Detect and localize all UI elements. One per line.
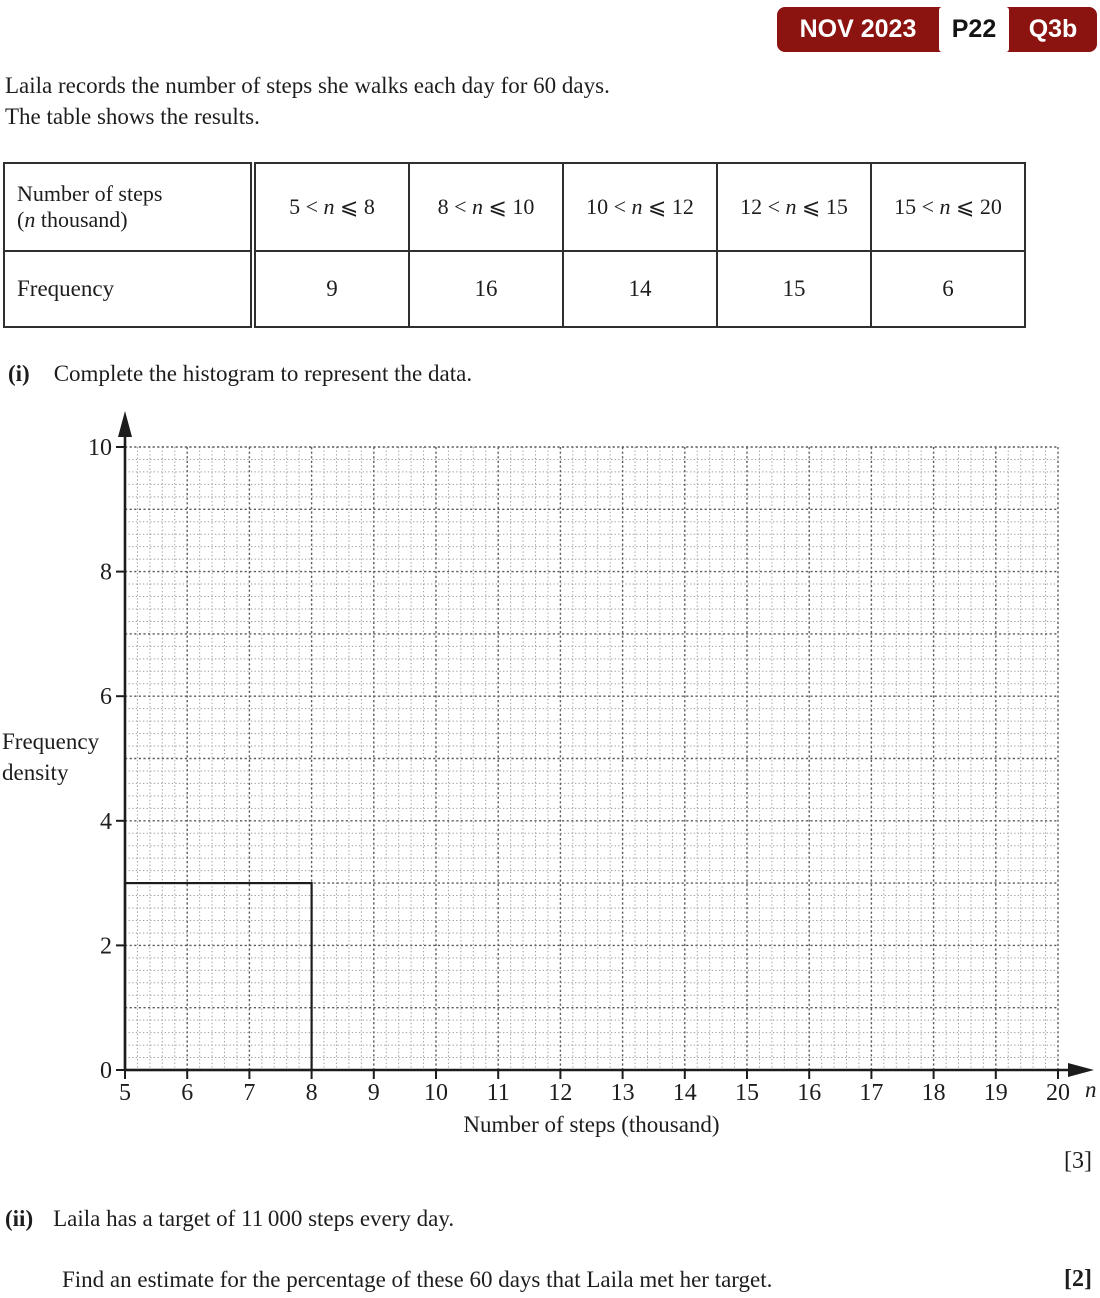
steps-header-cell: Number of steps (n thousand) [3, 162, 256, 252]
paper-label: P22 [939, 7, 1009, 52]
class-interval-cell-4: 12 < n ⩽ 15 [716, 162, 872, 252]
y-axis-title-line2: density [2, 760, 69, 785]
y-tick-label: 6 [100, 684, 112, 710]
part-ii-marks: [2] [1064, 1266, 1092, 1292]
table-header-row: Number of steps (n thousand) 5 < n ⩽ 8 8… [3, 162, 1026, 252]
x-tick-label: 17 [859, 1080, 883, 1106]
question-reference-badge: NOV 2023 P22 Q3b [777, 7, 1097, 52]
x-axis-arrow-icon [1068, 1063, 1094, 1077]
frequency-value-5: 6 [870, 250, 1026, 328]
x-tick-label: 11 [487, 1080, 510, 1106]
x-axis-variable-letter: n [1085, 1077, 1097, 1102]
x-tick-label: 15 [735, 1080, 759, 1106]
question-number-label: Q3b [1028, 15, 1078, 43]
part-i-text: Complete the histogram to represent the … [53, 361, 473, 386]
x-tick-label: 7 [243, 1080, 255, 1106]
x-tick-label: 12 [548, 1080, 572, 1106]
axes [116, 411, 1094, 1079]
x-tick-label: 16 [797, 1080, 821, 1106]
x-tick-label: 19 [984, 1080, 1008, 1106]
steps-header-line2: (n thousand) [17, 207, 128, 232]
class-interval-cell-1: 5 < n ⩽ 8 [252, 162, 410, 252]
intro-line-1: Laila records the number of steps she wa… [5, 73, 610, 98]
frequency-value-2: 16 [408, 250, 564, 328]
y-axis-arrow-icon [118, 411, 132, 437]
frequency-label-cell: Frequency [3, 250, 256, 328]
class-interval-cell-3: 10 < n ⩽ 12 [562, 162, 718, 252]
y-tick-label: 0 [100, 1058, 112, 1084]
part-i-marks: [3] [1064, 1148, 1092, 1174]
table-frequency-row: Frequency 9 16 14 15 6 [3, 250, 1026, 328]
y-tick-label: 4 [100, 809, 112, 835]
frequency-table: Number of steps (n thousand) 5 < n ⩽ 8 8… [3, 162, 1026, 328]
y-tick-label: 2 [100, 933, 112, 959]
session-label: NOV 2023 [799, 15, 917, 43]
x-tick-label: 6 [181, 1080, 193, 1106]
x-tick-label: 13 [611, 1080, 635, 1106]
frequency-value-3: 14 [562, 250, 718, 328]
y-axis-title-line1: Frequency [2, 729, 100, 754]
intro-line-2: The table shows the results. [5, 104, 260, 129]
part-i-label: (i) [8, 361, 30, 386]
x-tick-label: 20 [1046, 1080, 1070, 1106]
class-interval-cell-5: 15 < n ⩽ 20 [870, 162, 1026, 252]
grid-lines [125, 446, 1059, 1070]
part-i-instruction: (i) Complete the histogram to represent t… [8, 361, 472, 387]
x-tick-label: 9 [368, 1080, 380, 1106]
x-tick-label: 8 [306, 1080, 318, 1106]
x-axis-title: Number of steps (thousand) [463, 1112, 720, 1137]
histogram-canvas[interactable]: 5 6 7 8 9 10 11 12 13 14 15 16 17 18 19 20 0 2 4 6 8 10 [0, 400, 1100, 1160]
x-tick-label: 10 [424, 1080, 448, 1106]
part-ii-label: (ii) [5, 1206, 34, 1231]
part-ii-statement: (ii) Laila has a target of 11 000 steps e… [5, 1206, 454, 1232]
part-ii-question: Find an estimate for the percentage of t… [62, 1267, 773, 1292]
y-tick-label: 10 [88, 435, 112, 461]
frequency-value-4: 15 [716, 250, 872, 328]
x-tick-label: 18 [922, 1080, 946, 1106]
y-axis-title: Frequency density [2, 726, 99, 788]
histogram-bars [123, 882, 313, 1072]
tick-labels: 5 6 7 8 9 10 11 12 13 14 15 16 17 18 19 20 0 2 4 6 8 10 [88, 435, 1070, 1106]
x-tick-label: 5 [119, 1080, 131, 1106]
question-intro: Laila records the number of steps she wa… [5, 70, 610, 132]
part-ii-text1: Laila has a target of 11 000 steps every… [53, 1206, 455, 1231]
frequency-value-1: 9 [252, 250, 410, 328]
histogram-bar-5-8 [123, 882, 313, 1072]
steps-header-line1: Number of steps [17, 181, 163, 206]
x-tick-label: 14 [673, 1080, 697, 1106]
y-tick-label: 8 [100, 560, 112, 586]
class-interval-cell-2: 8 < n ⩽ 10 [408, 162, 564, 252]
